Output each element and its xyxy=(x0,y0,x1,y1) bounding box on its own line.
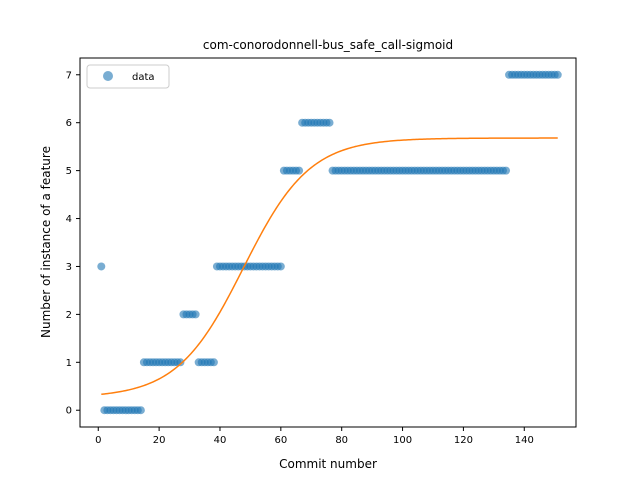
legend-label: data xyxy=(132,72,155,83)
x-tick-label: 60 xyxy=(274,435,287,446)
y-tick-label: 3 xyxy=(66,262,72,273)
y-tick-label: 6 xyxy=(66,118,72,129)
x-axis-label: Commit number xyxy=(279,457,377,471)
data-point xyxy=(276,262,285,271)
x-tick-label: 140 xyxy=(515,435,534,446)
plot-area xyxy=(97,70,562,415)
chart-title: com-conorodonnell-bus_safe_call-sigmoid xyxy=(203,38,453,52)
y-tick-label: 0 xyxy=(66,406,72,417)
data-point xyxy=(295,166,304,175)
y-tick-label: 5 xyxy=(66,166,72,177)
legend-marker xyxy=(103,71,113,81)
fit-line xyxy=(101,137,558,396)
data-point xyxy=(553,70,562,79)
data-point xyxy=(191,310,200,319)
x-tick-label: 100 xyxy=(393,435,412,446)
data-point xyxy=(502,166,511,175)
y-tick-label: 2 xyxy=(66,310,72,321)
x-tick-label: 80 xyxy=(335,435,348,446)
x-tick-label: 40 xyxy=(214,435,227,446)
data-point xyxy=(325,118,334,127)
x-tick-label: 120 xyxy=(454,435,473,446)
y-axis: 0 1 2 3 4 5 6 7 xyxy=(66,70,80,417)
data-point xyxy=(209,358,218,367)
data-point xyxy=(136,406,145,415)
x-axis: 0 20 40 60 80 100 120 140 xyxy=(95,427,534,446)
axes-frame xyxy=(79,57,577,428)
legend: data xyxy=(86,64,170,89)
legend-frame xyxy=(86,64,170,89)
data-point xyxy=(97,262,106,271)
x-tick-label: 0 xyxy=(95,435,101,446)
y-axis-label: Number of instance of a feature xyxy=(39,146,53,338)
y-tick-label: 4 xyxy=(66,214,72,225)
x-tick-label: 20 xyxy=(153,435,166,446)
data-point xyxy=(176,358,185,367)
y-tick-label: 1 xyxy=(66,358,72,369)
y-tick-label: 7 xyxy=(66,70,72,81)
